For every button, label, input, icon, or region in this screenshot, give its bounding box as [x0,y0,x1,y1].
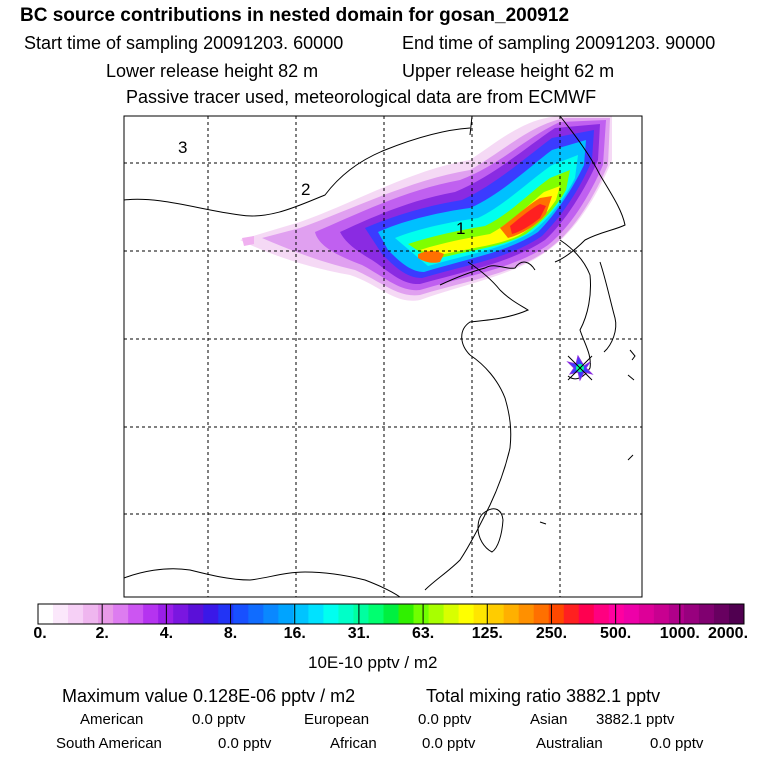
colorbar-swatch [728,604,745,624]
colorbar-swatch [188,604,204,624]
colorbar-swatch [473,604,490,624]
colorbar-swatch [518,604,535,624]
colorbar-swatch [278,604,294,624]
south-american-label: South American [56,735,162,752]
colorbar-tick-label: 31. [347,625,371,642]
colorbar-frame [37,603,745,625]
colorbar-swatch [173,604,189,624]
colorbar-swatch [578,604,595,624]
colorbar-swatch [488,604,505,624]
colorbar-swatch [143,604,159,624]
colorbar-swatch [683,604,700,624]
colorbar-swatch [443,604,460,624]
colorbar-swatch [563,604,580,624]
african-value: 0.0 pptv [422,735,476,752]
colorbar-swatch [323,604,339,624]
colorbar-swatch [113,604,129,624]
american-value: 0.0 pptv [192,711,246,728]
european-value: 0.0 pptv [418,711,472,728]
colorbar-swatch [608,604,625,624]
end-time: End time of sampling 20091203. 90000 [402,33,716,53]
colorbar-swatch [83,604,99,624]
colorbar-swatch [413,604,430,624]
asian-label: Asian [530,711,568,728]
colorbar-units: 10E-10 pptv / m2 [308,653,438,672]
colorbar-tick-label: 0. [33,625,47,642]
colorbar-tick-label: 125. [471,625,503,642]
colorbar-swatch [263,604,279,624]
region-label-2: 2 [301,180,311,199]
colorbar-tick-label: 2000. [707,625,749,642]
colorbar-tick-label: 1000. [659,625,700,642]
upper-release-height: Upper release height 62 m [402,61,615,81]
colorbar-swatch [548,604,565,624]
colorbar-swatch [248,604,264,624]
colorbar-swatch [368,604,384,624]
coastlines [123,115,636,598]
colorbar-swatch [638,604,655,624]
colorbar-swatch [53,604,69,624]
region-label-1: 1 [456,219,466,238]
colorbar-tick-label: 2. [95,625,109,642]
lower-release-height: Lower release height 82 m [106,61,319,81]
colorbar-swatch [218,604,234,624]
colorbar-tick-label: 4. [159,625,174,642]
colorbar-tick-label: 250. [535,625,568,642]
colorbar-swatch [233,604,249,624]
american-label: American [80,711,144,728]
colorbar-swatch [653,604,670,624]
european-label: European [304,711,370,728]
colorbar-swatch [98,604,114,624]
total-mixing-ratio: Total mixing ratio 3882.1 pptv [426,686,661,706]
colorbar-swatch [293,604,309,624]
colorbar-swatch [458,604,475,624]
colorbar-swatch [623,604,640,624]
colorbar-swatch [698,604,715,624]
colorbar-swatch [383,604,400,624]
colorbar-swatch [308,604,324,624]
australian-value: 0.0 pptv [650,735,704,752]
tracer-note: Passive tracer used, meteorological data… [126,87,597,107]
colorbar-swatch [668,604,685,624]
colorbar-swatch [38,604,54,624]
colorbar-tick-label: 500. [600,625,632,642]
region-label-3: 3 [178,138,188,157]
colorbar [38,604,745,624]
max-value: Maximum value 0.128E-06 pptv / m2 [62,686,356,706]
colorbar-swatch [68,604,84,624]
colorbar-swatch [533,604,550,624]
colorbar-tick-label: 63. [411,625,435,642]
colorbar-swatch [128,604,144,624]
colorbar-swatch [398,604,415,624]
map-frame [123,115,643,598]
colorbar-swatch [503,604,520,624]
colorbar-swatch [338,604,354,624]
colorbar-swatch [593,604,610,624]
colorbar-swatch [428,604,445,624]
colorbar-tick-label: 8. [223,625,238,642]
colorbar-swatch [713,604,730,624]
african-label: African [330,735,377,752]
colorbar-swatch [353,604,369,624]
asian-value: 3882.1 pptv [596,711,675,728]
receptor-marker [566,354,594,382]
colorbar-tick-label: 16. [283,625,306,642]
south-american-value: 0.0 pptv [218,735,272,752]
page-title: BC source contributions in nested domain… [20,5,570,26]
colorbar-swatch [203,604,219,624]
start-time: Start time of sampling 20091203. 60000 [24,33,344,53]
australian-label: Australian [536,735,603,752]
